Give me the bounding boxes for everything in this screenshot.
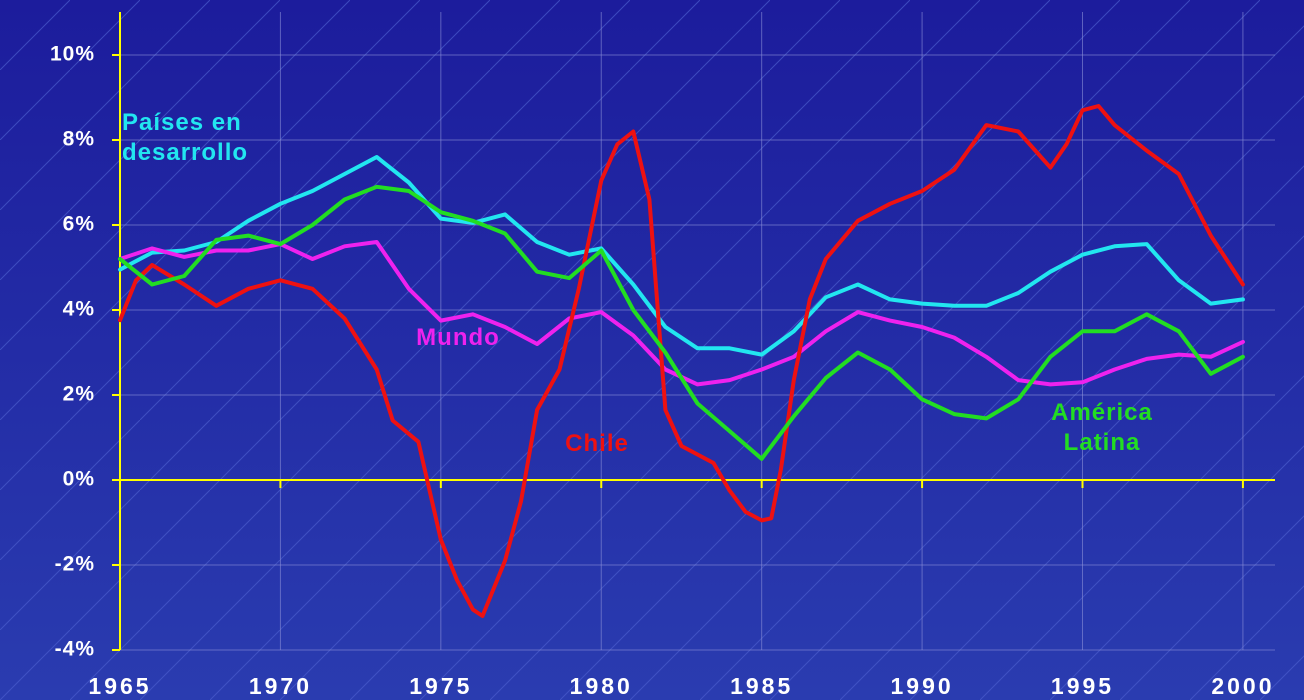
x-tick-label: 1995 [1051,673,1114,699]
x-tick-label: 1975 [409,673,472,699]
y-tick-label: 4% [63,298,95,321]
y-tick-label: -2% [55,553,95,576]
y-tick-label: 8% [63,128,95,151]
x-tick-label: 1965 [88,673,151,699]
x-tick-label: 2000 [1211,673,1274,699]
series-label: Chile [565,430,629,457]
x-tick-label: 1970 [249,673,312,699]
y-tick-label: 10% [50,43,95,66]
x-tick-label: 1985 [730,673,793,699]
series-label: Países en desarrollo [122,109,249,166]
x-tick-label: 1980 [570,673,633,699]
y-tick-label: 2% [63,383,95,406]
series-label: América Latina [1051,399,1153,456]
series-label: Mundo [416,324,500,351]
y-tick-label: -4% [55,638,95,661]
y-tick-label: 6% [63,213,95,236]
y-tick-label: 0% [63,468,95,491]
series-line [118,184,1245,461]
x-tick-label: 1990 [890,673,953,699]
series-line [118,104,1245,618]
series-line [118,155,1245,357]
